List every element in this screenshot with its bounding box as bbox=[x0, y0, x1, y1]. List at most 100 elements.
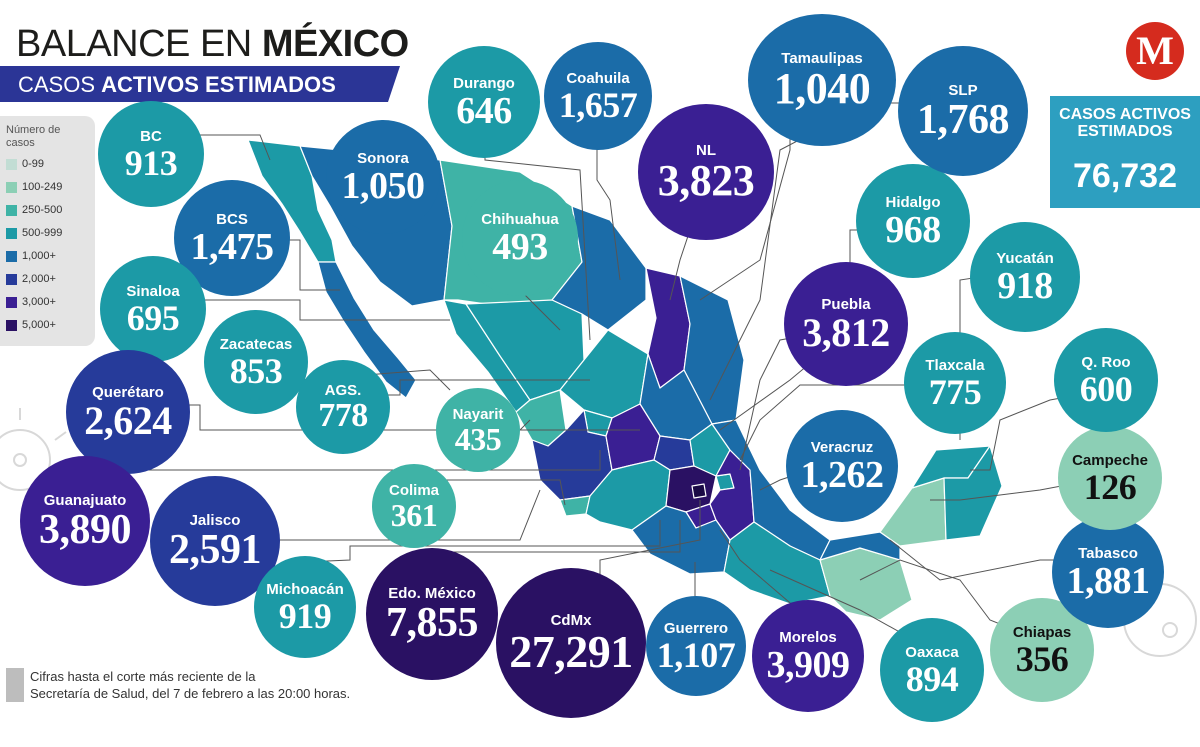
state-value: 918 bbox=[997, 264, 1053, 307]
state-name: Campeche bbox=[1072, 451, 1148, 469]
map-region-cdmx bbox=[691, 483, 707, 499]
state-name: Sonora bbox=[357, 149, 409, 167]
map-region-bcs bbox=[317, 261, 417, 399]
state-name: Jalisco bbox=[189, 511, 241, 529]
footnote-line2: Secretaría de Salud, del 7 de febrero a … bbox=[30, 686, 351, 701]
state-bubble-jalisco: Jalisco 2,591 bbox=[150, 476, 280, 606]
state-bubble-qroo: Q. Roo 600 bbox=[1054, 328, 1158, 432]
subtitle-light: CASOS bbox=[18, 72, 96, 97]
legend-label: 3,000+ bbox=[22, 296, 56, 308]
state-name: Colima bbox=[388, 481, 439, 499]
state-bubble-tlaxcala: Tlaxcala 775 bbox=[904, 332, 1006, 434]
state-name: BC bbox=[140, 127, 162, 145]
state-bubble-puebla: Puebla 3,812 bbox=[784, 262, 908, 386]
page-title: BALANCE EN MÉXICO bbox=[16, 22, 409, 66]
legend-label: 0-99 bbox=[22, 158, 45, 170]
legend-label: 1,000+ bbox=[22, 250, 56, 262]
state-value: 775 bbox=[928, 371, 982, 412]
legend: Número de casos 0-99 100-249 250-500 500… bbox=[0, 116, 95, 346]
state-name: Puebla bbox=[821, 295, 871, 313]
legend-swatch bbox=[6, 296, 17, 308]
state-bubble-campeche: Campeche 126 bbox=[1058, 426, 1162, 530]
subtitle-banner bbox=[0, 66, 400, 102]
state-bubble-colima: Colima 361 bbox=[372, 464, 456, 548]
state-bubble-morelos: Morelos 3,909 bbox=[752, 600, 864, 712]
state-value: 1,050 bbox=[341, 164, 426, 207]
legend-item: 500-999 bbox=[6, 223, 62, 243]
state-bubble-yucatan: Yucatán 918 bbox=[970, 222, 1080, 332]
total-label-line2: ESTIMADOS bbox=[1077, 123, 1173, 140]
state-value: 1,657 bbox=[558, 84, 638, 125]
legend-swatch bbox=[6, 158, 17, 170]
legend-item: 5,000+ bbox=[6, 315, 56, 335]
milenio-logo: M bbox=[1126, 22, 1184, 80]
state-value: 695 bbox=[126, 297, 180, 338]
state-value: 1,881 bbox=[1066, 559, 1151, 602]
state-bubble-sinaloa: Sinaloa 695 bbox=[100, 256, 206, 362]
state-bubble-veracruz: Veracruz 1,262 bbox=[786, 410, 898, 522]
legend-item: 1,000+ bbox=[6, 246, 56, 266]
state-value: 493 bbox=[492, 225, 548, 268]
state-value: 7,855 bbox=[386, 599, 479, 646]
total-box: CASOS ACTIVOS ESTIMADOS 76,732 bbox=[1050, 96, 1200, 208]
state-value: 853 bbox=[229, 350, 283, 391]
state-bubble-tabasco: Tabasco 1,881 bbox=[1052, 516, 1164, 628]
state-value: 1,262 bbox=[800, 453, 885, 496]
state-bubble-chihuahua: Chihuahua 493 bbox=[462, 180, 578, 296]
map-region-colima bbox=[559, 495, 591, 517]
state-name: BCS bbox=[216, 210, 248, 228]
state-name: Michoacán bbox=[266, 580, 344, 598]
state-value: 361 bbox=[390, 496, 438, 533]
state-value: 3,823 bbox=[657, 155, 755, 205]
legend-swatch bbox=[6, 319, 17, 331]
state-name: AGS. bbox=[324, 381, 362, 399]
state-value: 27,291 bbox=[509, 625, 633, 677]
state-value: 1,040 bbox=[773, 63, 871, 113]
legend-swatch bbox=[6, 227, 17, 239]
state-bubble-zacatecas: Zacatecas 853 bbox=[204, 310, 308, 414]
state-bubble-guerrero: Guerrero 1,107 bbox=[646, 596, 746, 696]
state-bubble-sonora: Sonora 1,050 bbox=[326, 120, 440, 234]
state-name: Veracruz bbox=[810, 438, 874, 456]
state-value: 894 bbox=[905, 658, 959, 699]
state-value: 1,475 bbox=[190, 225, 275, 268]
state-name: NL bbox=[696, 141, 716, 159]
state-name: Chihuahua bbox=[481, 210, 559, 228]
state-name: Sinaloa bbox=[126, 282, 180, 300]
legend-item: 3,000+ bbox=[6, 292, 56, 312]
state-value: 600 bbox=[1079, 368, 1133, 409]
legend-item: 100-249 bbox=[6, 177, 62, 197]
state-name: SLP bbox=[948, 81, 978, 99]
state-value: 3,890 bbox=[39, 506, 132, 553]
state-value: 778 bbox=[318, 396, 368, 434]
state-bubble-queretaro: Querétaro 2,624 bbox=[66, 350, 190, 474]
title-light: BALANCE EN bbox=[16, 23, 252, 65]
state-value: 2,591 bbox=[169, 526, 262, 573]
state-name: Edo. México bbox=[388, 584, 476, 602]
state-bubble-michoacan: Michoacán 919 bbox=[254, 556, 356, 658]
legend-swatch bbox=[6, 181, 17, 193]
total-label: CASOS ACTIVOS ESTIMADOS bbox=[1050, 106, 1200, 140]
legend-swatch bbox=[6, 204, 17, 216]
legend-label: 250-500 bbox=[22, 204, 63, 216]
map-region-guerrero bbox=[631, 505, 731, 575]
state-name: Tamaulipas bbox=[781, 49, 863, 67]
state-value: 2,624 bbox=[84, 397, 172, 443]
footnote-marker bbox=[6, 668, 24, 702]
state-bubble-durango: Durango 646 bbox=[428, 46, 540, 158]
legend-item: 250-500 bbox=[6, 200, 62, 220]
state-name: Coahuila bbox=[566, 69, 630, 87]
legend-label: 100-249 bbox=[22, 181, 63, 193]
subtitle-bold: ACTIVOS ESTIMADOS bbox=[101, 72, 336, 97]
state-value: 919 bbox=[278, 595, 332, 636]
state-name: Hidalgo bbox=[885, 193, 941, 211]
logo-letter: M bbox=[1136, 28, 1174, 73]
total-label-line1: CASOS ACTIVOS bbox=[1059, 106, 1191, 123]
state-value: 913 bbox=[124, 142, 178, 183]
state-name: Guerrero bbox=[663, 619, 729, 637]
legend-label: 500-999 bbox=[22, 227, 63, 239]
state-value: 646 bbox=[456, 89, 512, 132]
legend-title: Número de casos bbox=[6, 124, 61, 149]
state-bubble-nl: NL 3,823 bbox=[638, 104, 774, 240]
